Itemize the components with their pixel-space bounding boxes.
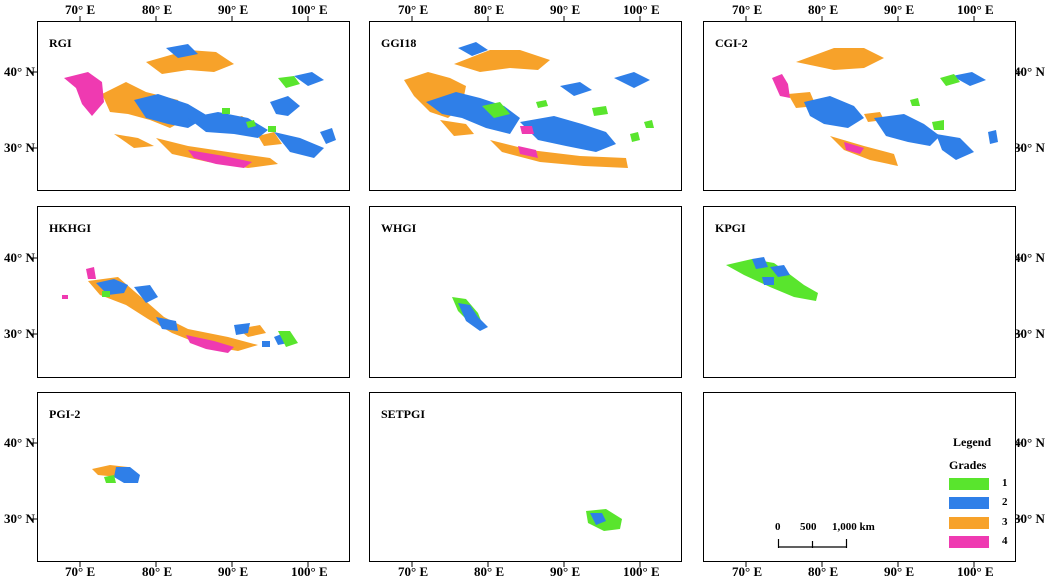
panel-title: GGI18 (381, 36, 417, 50)
bottom-lon-label-90: 90° E (550, 564, 581, 579)
top-lon-label-70: 70° E (732, 2, 763, 17)
grade-1-areas (222, 76, 300, 132)
legend-label-grade-1: 1 (1002, 477, 1008, 489)
glacier-map-rgi (64, 44, 336, 168)
bottom-lon-label-80: 80° E (142, 564, 173, 579)
grade-4-areas (518, 126, 538, 158)
grade-4-areas (62, 267, 234, 353)
top-lon-label-90: 90° E (218, 2, 249, 17)
grade-4-areas (64, 72, 252, 168)
legend-subtitle: Grades (949, 458, 987, 472)
grade-4-areas (772, 74, 864, 154)
legend-panel: Legend Grades 1 2 3 4 0 500 1,000 km (703, 392, 1016, 562)
right-lat-label-40: 40° N (1014, 250, 1045, 265)
left-lat-label-30: 30° N (4, 140, 35, 155)
top-lon-label-70: 70° E (398, 2, 429, 17)
glacier-map-hkhgi (62, 267, 298, 353)
scale-bar-label-1000km: 1,000 km (832, 521, 875, 533)
legend-label-grade-2: 2 (1002, 496, 1008, 508)
top-lon-label-80: 80° E (808, 2, 839, 17)
map-panel-setpgi: SETPGI (369, 392, 682, 562)
map-panel-kpgi: KPGI (703, 206, 1016, 378)
left-lat-label-40: 40° N (4, 64, 35, 79)
grade-1-areas (910, 74, 960, 130)
map-panel-pgi-2: PGI-2 (37, 392, 350, 562)
panel-title: KPGI (715, 221, 746, 235)
grade-2-areas (752, 257, 790, 285)
legend-label-grade-3: 3 (1002, 516, 1008, 528)
right-lat-label-40: 40° N (1014, 64, 1045, 79)
legend-title: Legend (953, 435, 992, 449)
glacier-map-kpgi (726, 257, 818, 301)
top-lon-label-80: 80° E (142, 2, 173, 17)
bottom-lon-label-70: 70° E (65, 564, 96, 579)
right-lat-label-30: 30° N (1014, 326, 1045, 341)
scale-bar-label-0: 0 (775, 521, 781, 533)
legend-swatch-grade-4 (949, 536, 989, 548)
glacier-map-ggi18 (404, 42, 654, 168)
grade-2-areas (458, 303, 488, 331)
scale-bar-label-500: 500 (800, 521, 817, 533)
top-lon-label-90: 90° E (550, 2, 581, 17)
grade-1-areas (102, 291, 298, 347)
panel-title: CGI-2 (715, 36, 748, 50)
top-lon-label-90: 90° E (884, 2, 915, 17)
grade-2-areas (134, 44, 336, 158)
map-panel-cgi-2: CGI-2 (703, 21, 1016, 191)
grade-2-areas (804, 72, 998, 160)
scale-bar (777, 539, 848, 548)
map-panel-hkhgi: HKHGI (37, 206, 350, 378)
left-lat-label-40: 40° N (4, 435, 35, 450)
left-lat-label-40: 40° N (4, 250, 35, 265)
glacier-map-pgi-2 (92, 465, 140, 483)
grade-2-areas (590, 513, 606, 525)
right-lat-label-40: 40° N (1014, 435, 1045, 450)
glacier-map-whgi (452, 297, 488, 331)
legend-swatch-grade-2 (949, 497, 989, 509)
left-lat-label-30: 30° N (4, 511, 35, 526)
panel-title: RGI (49, 36, 72, 50)
map-panel-ggi18: GGI18 (369, 21, 682, 191)
map-panel-whgi: WHGI (369, 206, 682, 378)
left-lat-label-30: 30° N (4, 326, 35, 341)
panel-title: WHGI (381, 221, 417, 235)
bottom-lon-label-90: 90° E (884, 564, 915, 579)
bottom-lon-label-80: 80° E (808, 564, 839, 579)
bottom-lon-label-90: 90° E (218, 564, 249, 579)
bottom-lon-label-70: 70° E (398, 564, 429, 579)
right-lat-label-30: 30° N (1014, 140, 1045, 155)
glacier-map-cgi-2 (772, 48, 998, 166)
legend-swatch-grade-3 (949, 517, 989, 529)
legend-label-grade-4: 4 (1002, 535, 1008, 547)
top-lon-label-70: 70° E (65, 2, 96, 17)
grade-1-areas (104, 475, 116, 483)
map-panel-rgi: RGI (37, 21, 350, 191)
top-lon-label-80: 80° E (474, 2, 505, 17)
bottom-lon-label-100: 100° E (623, 564, 660, 579)
bottom-lon-label-80: 80° E (474, 564, 505, 579)
grade-1-areas (482, 100, 654, 142)
panel-title: SETPGI (381, 407, 426, 421)
top-lon-label-100: 100° E (623, 2, 660, 17)
top-lon-label-100: 100° E (957, 2, 994, 17)
bottom-lon-label-100: 100° E (291, 564, 328, 579)
top-lon-label-100: 100° E (291, 2, 328, 17)
glacier-map-setpgi (586, 509, 622, 531)
panel-title: HKHGI (49, 221, 92, 235)
panel-title: PGI-2 (49, 407, 81, 421)
bottom-lon-label-70: 70° E (732, 564, 763, 579)
bottom-lon-label-100: 100° E (957, 564, 994, 579)
legend-swatch-grade-1 (949, 478, 989, 490)
right-lat-label-30: 30° N (1014, 511, 1045, 526)
grade-2-areas (426, 42, 650, 152)
grade-2-areas (114, 467, 140, 483)
